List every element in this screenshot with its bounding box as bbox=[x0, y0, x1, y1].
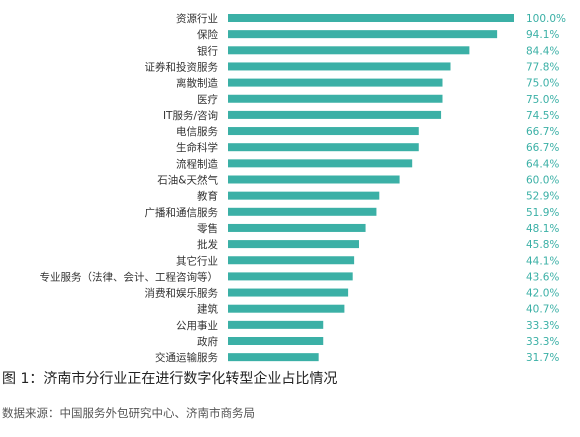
value-label: 45.8% bbox=[526, 239, 559, 251]
value-label: 33.3% bbox=[526, 336, 559, 348]
value-label: 74.5% bbox=[526, 110, 559, 122]
category-label: 建筑 bbox=[197, 303, 218, 316]
category-label: 证券和投资服务 bbox=[145, 60, 219, 73]
category-label: 其它行业 bbox=[176, 254, 218, 267]
bar bbox=[228, 30, 498, 39]
bar bbox=[228, 191, 380, 200]
value-label: 100.0% bbox=[526, 13, 566, 25]
value-label: 60.0% bbox=[526, 175, 559, 187]
bar bbox=[228, 14, 514, 22]
data-source: 数据来源：中国服务外包研究中心、济南市商务局 bbox=[2, 406, 255, 420]
value-label: 48.1% bbox=[526, 223, 559, 235]
value-label: 64.4% bbox=[526, 158, 559, 170]
bar bbox=[228, 110, 442, 119]
category-label: 广播和通信服务 bbox=[145, 206, 219, 219]
value-label: 51.9% bbox=[526, 207, 559, 219]
bar bbox=[228, 272, 353, 281]
bar bbox=[228, 159, 413, 168]
bar bbox=[228, 256, 355, 265]
category-label: 流程制造 bbox=[176, 157, 218, 170]
bar bbox=[228, 94, 443, 103]
category-label: 零售 bbox=[197, 222, 218, 235]
bar-chart: 资源行业 100.0% 保险 94.1% 银行 84.4% 证券和投资服务 77.8% 离散制造… bbox=[40, 12, 567, 364]
category-label: 电信服务 bbox=[176, 125, 218, 138]
value-label: 42.0% bbox=[526, 288, 559, 300]
value-label: 44.1% bbox=[526, 255, 559, 267]
value-label: 43.6% bbox=[526, 271, 559, 283]
category-label: 保险 bbox=[197, 28, 218, 41]
bar bbox=[228, 353, 319, 362]
category-label: 公用事业 bbox=[176, 319, 218, 332]
category-label: 政府 bbox=[197, 335, 218, 348]
category-label: 消费和娱乐服务 bbox=[145, 287, 219, 300]
category-label: 银行 bbox=[197, 44, 218, 57]
bar bbox=[228, 207, 377, 216]
value-label: 40.7% bbox=[526, 304, 559, 316]
bar bbox=[228, 78, 443, 87]
bar bbox=[228, 46, 470, 55]
bar bbox=[228, 304, 345, 313]
category-label: 教育 bbox=[197, 190, 218, 203]
bar bbox=[228, 143, 419, 152]
value-label: 84.4% bbox=[526, 45, 559, 57]
category-label: IT服务/咨询 bbox=[163, 109, 218, 122]
category-label: 交通运输服务 bbox=[155, 351, 218, 364]
value-label: 66.7% bbox=[526, 142, 559, 154]
value-label: 94.1% bbox=[526, 29, 559, 41]
chart-area: 资源行业 100.0% 保险 94.1% 银行 84.4% 证券和投资服务 77.8% 离散制造… bbox=[40, 12, 567, 364]
bar bbox=[228, 62, 451, 71]
category-label: 生命科学 bbox=[176, 141, 218, 154]
category-label: 离散制造 bbox=[176, 77, 218, 90]
bar bbox=[228, 320, 324, 329]
bar bbox=[228, 288, 349, 297]
value-label: 75.0% bbox=[526, 78, 559, 90]
category-label: 石油&天然气 bbox=[157, 174, 218, 187]
value-label: 52.9% bbox=[526, 191, 559, 203]
value-label: 31.7% bbox=[526, 352, 559, 364]
category-label: 专业服务（法律、会计、工程咨询等） bbox=[40, 270, 219, 283]
bar bbox=[228, 175, 400, 184]
bar bbox=[228, 127, 419, 136]
value-label: 75.0% bbox=[526, 94, 559, 106]
bar bbox=[228, 337, 324, 345]
bar bbox=[228, 240, 359, 249]
figure-caption: 图 1：济南市分行业正在进行数字化转型企业占比情况 bbox=[2, 371, 338, 387]
bar bbox=[228, 223, 366, 232]
category-label: 批发 bbox=[197, 238, 218, 251]
value-label: 77.8% bbox=[526, 61, 559, 73]
category-label: 医疗 bbox=[197, 93, 218, 106]
category-label: 资源行业 bbox=[176, 12, 218, 25]
value-label: 66.7% bbox=[526, 126, 559, 138]
value-label: 33.3% bbox=[526, 320, 559, 332]
